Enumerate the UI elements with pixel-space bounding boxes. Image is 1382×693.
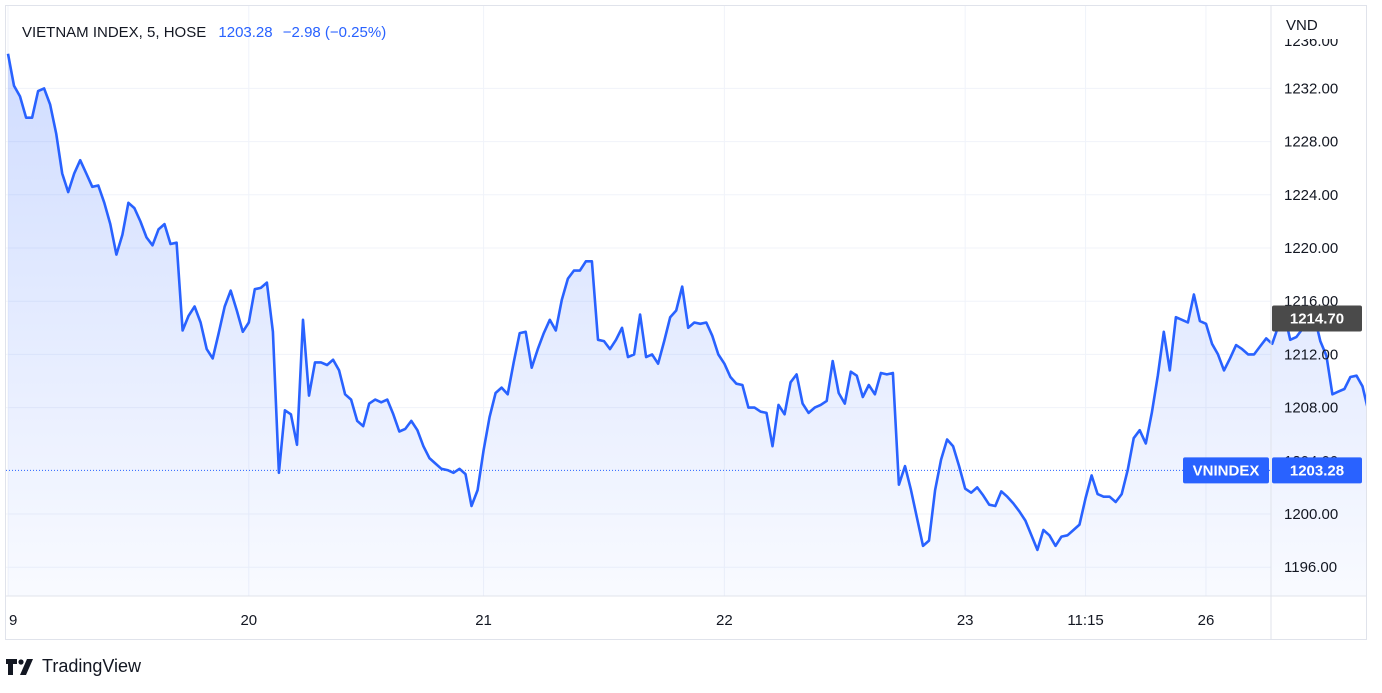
y-tick-label: 1224.00	[1284, 187, 1338, 204]
chart-svg[interactable]: 1196.001200.001208.001212.001216.001220.…	[6, 6, 1366, 639]
y-tick-label: 1200.00	[1284, 506, 1338, 523]
legend-last-value: 1203.28	[218, 24, 273, 41]
x-tick-label: 26	[1198, 612, 1215, 629]
y-tick-label: 1208.00	[1284, 400, 1338, 417]
x-tick-label: 20	[240, 612, 257, 629]
axis-header-bg	[1272, 6, 1366, 39]
chart-frame[interactable]: 1196.00 1200.00 1208.00 1212.00 1216.00 1220.…	[5, 5, 1367, 640]
legend-change: −2.98 (−0.25%)	[282, 24, 387, 41]
y-tick-label: 1220.00	[1284, 240, 1338, 257]
series-name-tag	[1183, 457, 1269, 484]
crosshair-price-text: 1214.70	[1290, 310, 1344, 327]
currency-label: VND	[1286, 17, 1318, 34]
y-tick-label: 1228.00	[1284, 134, 1338, 151]
x-tick-label: 22	[716, 612, 733, 629]
last-price-tag	[1272, 457, 1362, 484]
x-tick-label: 11:15	[1067, 612, 1103, 629]
x-tick-label: 23	[957, 612, 974, 629]
legend-symbol: VIETNAM INDEX, 5, HOSE	[22, 24, 207, 41]
y-tick-label: 1196.00	[1284, 559, 1337, 576]
series-line-vnindex[interactable]	[6, 53, 1366, 552]
crosshair-price-tag	[1272, 305, 1362, 332]
series-name-text: VNINDEX	[1193, 462, 1260, 479]
tradingview-logo[interactable]: TradingView	[6, 656, 141, 677]
last-price-text: 1203.28	[1290, 462, 1344, 479]
brand-name: TradingView	[42, 656, 142, 676]
x-tick-label: 9	[9, 612, 17, 629]
y-tick-label: 1232.00	[1284, 80, 1338, 97]
y-tick-label: 1212.00	[1284, 346, 1338, 363]
chart-legend: VIETNAM INDEX, 5, HOSE 1203.28 −2.98 (−0…	[22, 24, 386, 41]
tradingview-logo-icon	[6, 658, 33, 675]
x-tick-label: 21	[475, 612, 492, 629]
